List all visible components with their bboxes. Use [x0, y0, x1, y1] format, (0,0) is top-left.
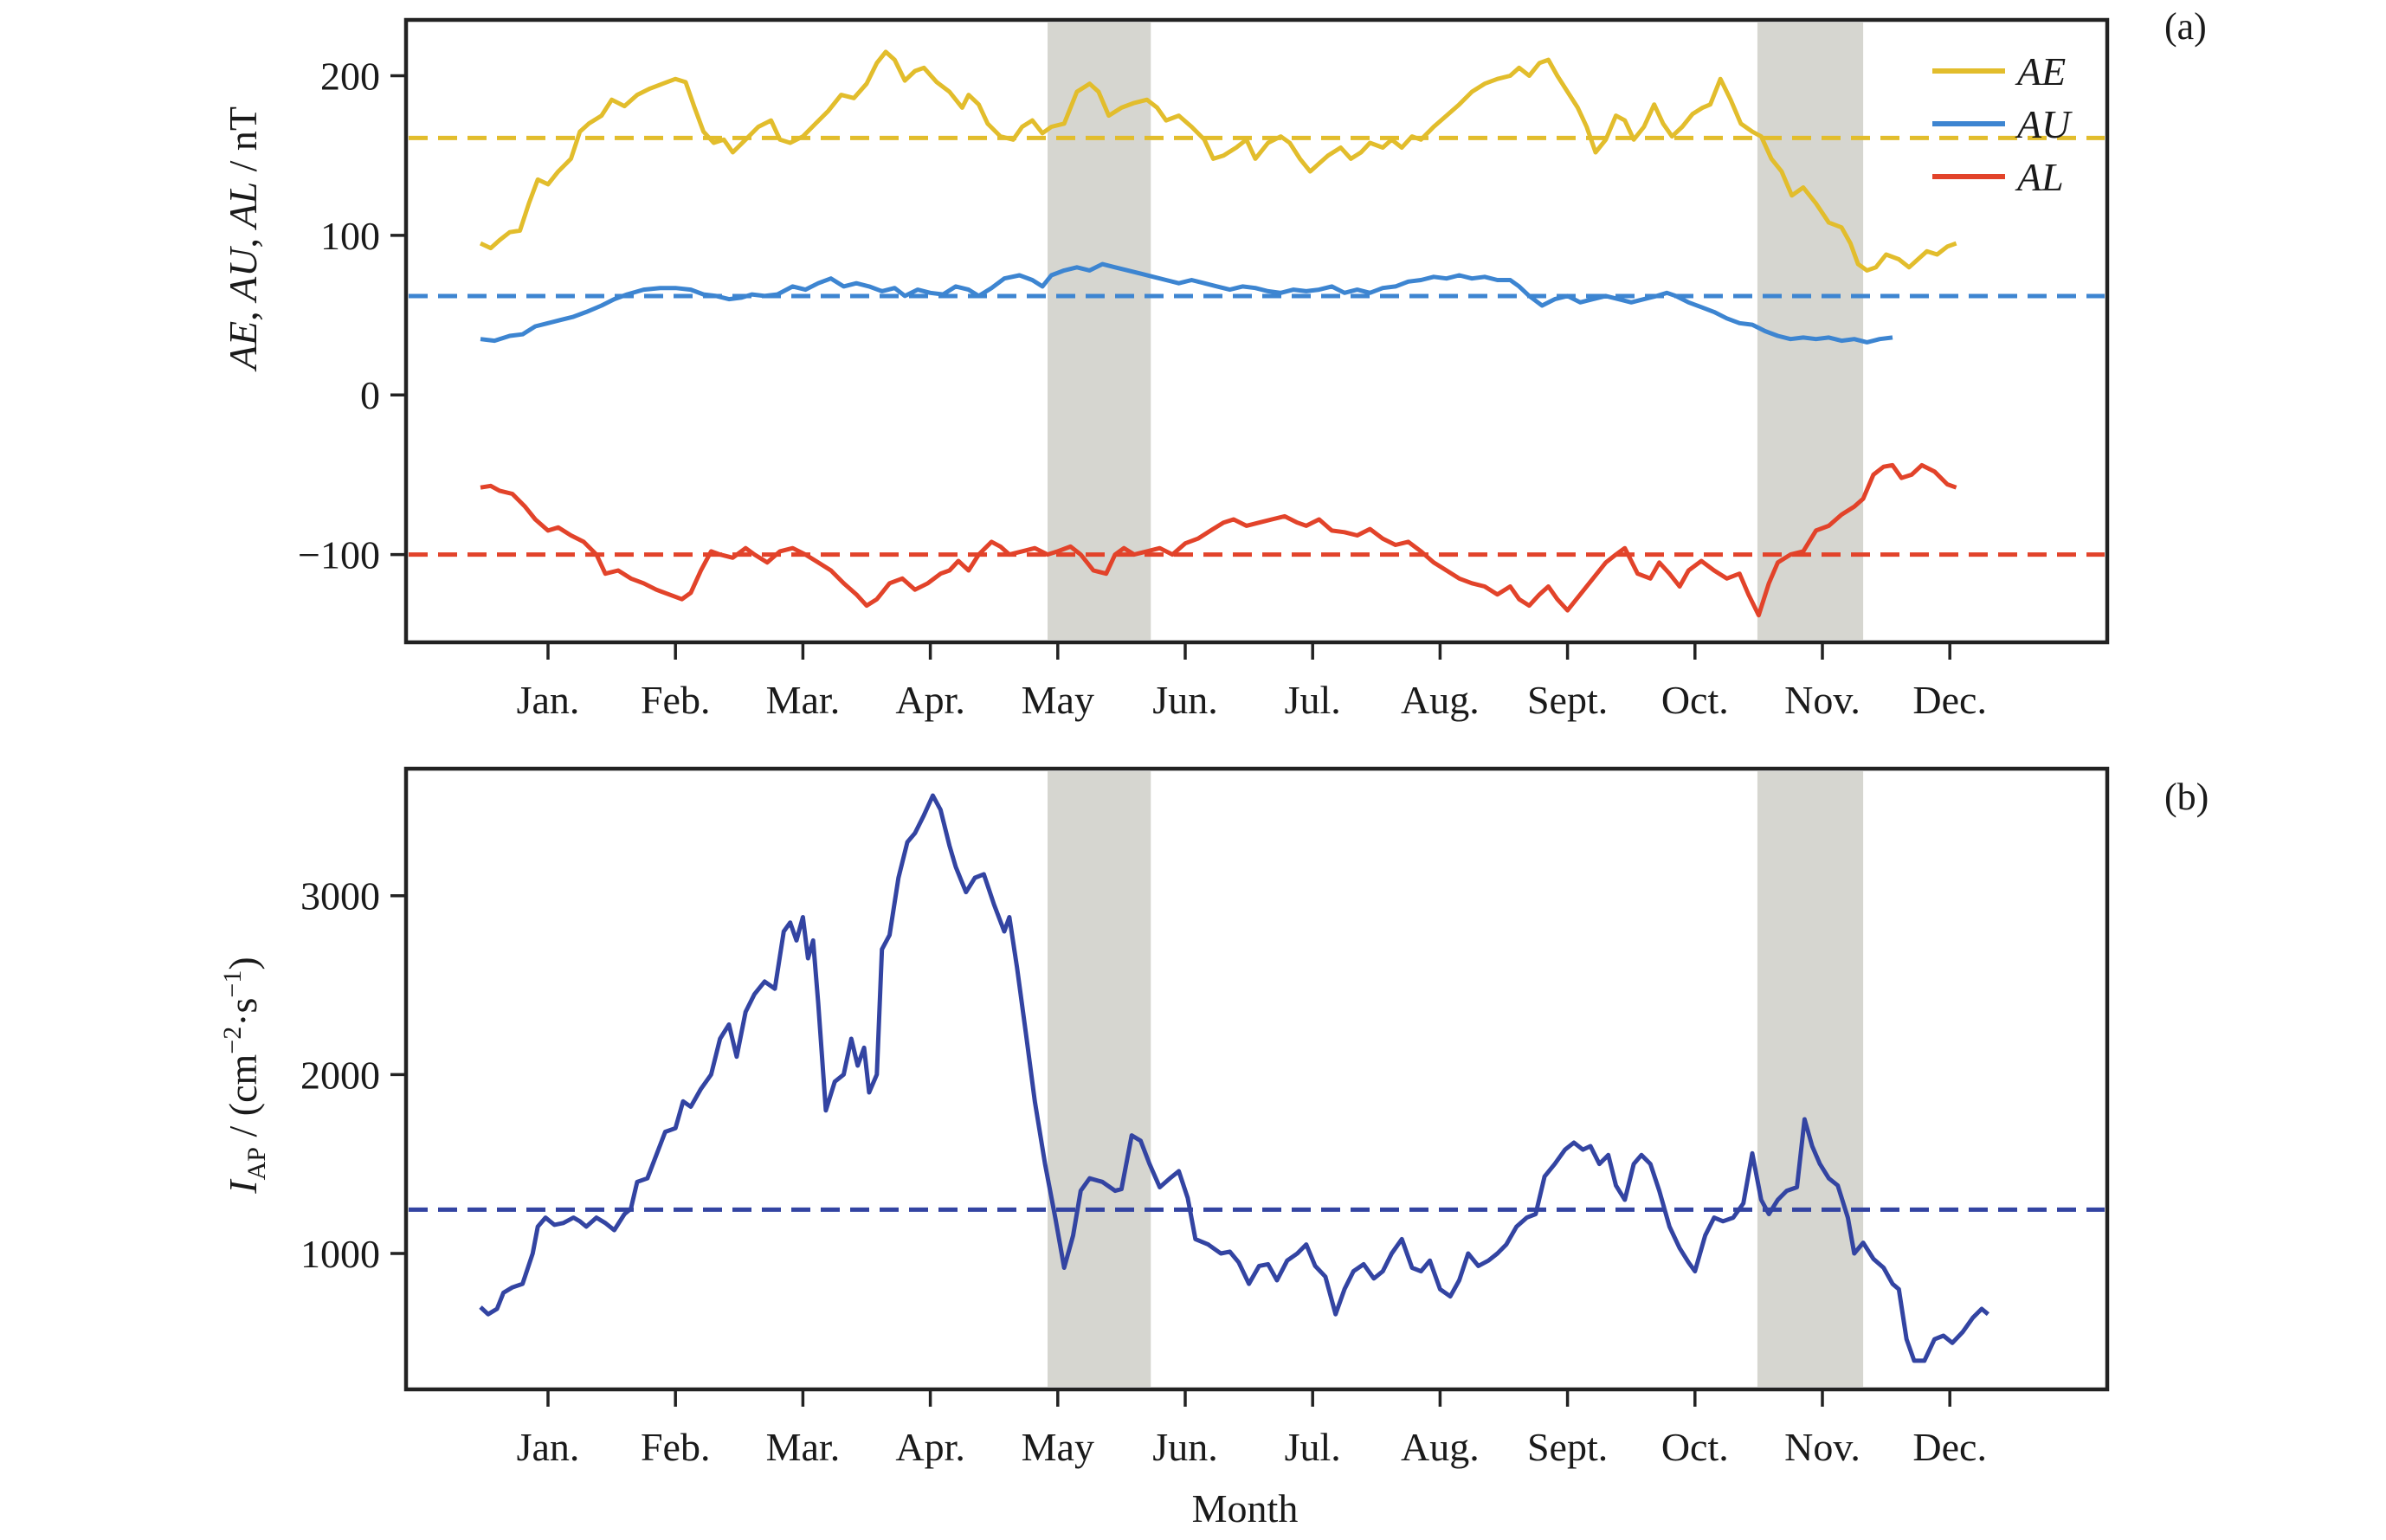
- legend-label: AE: [2015, 49, 2066, 93]
- x-tick-label: Jun.: [1152, 1425, 1217, 1469]
- legend-item-au: AU: [1932, 102, 2073, 146]
- x-tick-label: Dec.: [1912, 678, 1987, 722]
- x-axis: Jan. Feb. Mar. Apr. May Jun. Jul. Aug. Sept. Oct.…: [517, 1389, 1987, 1469]
- ylabel-part: ,: [221, 301, 265, 321]
- y-axis-title: AE, AU, AL / nT: [221, 106, 265, 372]
- x-tick-label: Feb.: [641, 678, 711, 722]
- y-axis: 3000 2000 1000: [300, 874, 406, 1276]
- series-lines: [479, 49, 1957, 618]
- x-tick-label: Sept.: [1527, 1425, 1608, 1469]
- legend-label: AU: [2015, 102, 2073, 146]
- ylabel-unit: ): [221, 957, 265, 970]
- series-line-au: [480, 261, 1893, 345]
- shaded-span: [1757, 23, 1864, 640]
- x-tick-label: Jul.: [1285, 1425, 1341, 1469]
- panel-b: 3000 2000 1000 Jan. Feb. Mar. Apr. May Jun. Jul.…: [218, 766, 2209, 1530]
- plot-frame: [403, 766, 2110, 1392]
- ylabel-part: ,: [221, 229, 265, 248]
- plot-frame: [403, 17, 2110, 645]
- ylabel-exp: −2: [218, 1027, 247, 1054]
- x-tick-label: Apr.: [895, 1425, 965, 1469]
- ylabel-part: / nT: [221, 106, 265, 182]
- ylabel-exp: −1: [218, 970, 247, 998]
- x-tick-label: Apr.: [895, 678, 965, 722]
- ylabel-main: I: [221, 1178, 265, 1195]
- ylabel-part: AL: [221, 182, 265, 231]
- panel-label: (a): [2164, 5, 2207, 48]
- legend-label: AL: [2015, 155, 2064, 199]
- x-axis-title: Month: [1192, 1486, 1299, 1530]
- shaded-span: [1048, 771, 1151, 1387]
- x-tick-label: Jan.: [517, 678, 580, 722]
- x-tick-label: May: [1022, 1425, 1094, 1469]
- x-tick-label: Dec.: [1912, 1425, 1987, 1469]
- x-tick-label: Mar.: [766, 1425, 841, 1469]
- mean-lines: [409, 135, 2105, 557]
- x-tick-label: May: [1022, 678, 1094, 722]
- x-tick-label: Oct.: [1661, 1425, 1729, 1469]
- x-tick-label: Oct.: [1661, 678, 1729, 722]
- y-axis-title: IAP / (cm−2·s−1): [218, 957, 271, 1194]
- series-line-al: [480, 462, 1957, 618]
- y-tick-label: 3000: [300, 874, 380, 918]
- panel-label: (b): [2164, 776, 2209, 818]
- y-tick-label: −100: [298, 533, 380, 577]
- legend-item-ae: AE: [1932, 49, 2066, 93]
- legend-item-al: AL: [1932, 155, 2064, 199]
- x-axis: Jan. Feb. Mar. Apr. May Jun. Jul. Aug. Sept. Oct.…: [517, 642, 1987, 722]
- x-tick-label: Aug.: [1401, 1425, 1480, 1469]
- y-tick-label: 2000: [300, 1053, 380, 1097]
- y-tick-label: 1000: [300, 1232, 380, 1276]
- series-line-iap: [479, 793, 1990, 1363]
- panel-a: 200 100 0 −100 Jan. Feb. Mar. Apr. May Jun. Jul. A…: [221, 5, 2207, 722]
- x-tick-label: Sept.: [1527, 678, 1608, 722]
- ylabel-part: AU: [221, 246, 265, 304]
- shaded-spans: [1048, 771, 1864, 1387]
- legend: AE AU AL: [1932, 49, 2073, 199]
- ylabel-sub: AP: [242, 1147, 271, 1180]
- series-lines: [479, 793, 1990, 1363]
- shaded-span: [1757, 771, 1864, 1387]
- y-tick-label: 0: [360, 373, 380, 417]
- shaded-spans: [1048, 23, 1864, 640]
- x-tick-label: Nov.: [1784, 678, 1860, 722]
- ylabel-unit: ·s: [221, 998, 265, 1027]
- x-tick-label: Jul.: [1285, 678, 1341, 722]
- x-tick-label: Nov.: [1784, 1425, 1860, 1469]
- y-tick-label: 200: [320, 55, 380, 99]
- ylabel-unit: / (cm: [221, 1054, 265, 1147]
- x-tick-label: Mar.: [766, 678, 841, 722]
- y-axis: 200 100 0 −100: [298, 55, 406, 577]
- x-tick-label: Aug.: [1401, 678, 1480, 722]
- x-tick-label: Jan.: [517, 1425, 580, 1469]
- x-tick-label: Jun.: [1152, 678, 1217, 722]
- y-tick-label: 100: [320, 214, 380, 258]
- x-tick-label: Feb.: [641, 1425, 711, 1469]
- series-line-ae: [479, 49, 1957, 273]
- ylabel-part: AE: [221, 321, 265, 372]
